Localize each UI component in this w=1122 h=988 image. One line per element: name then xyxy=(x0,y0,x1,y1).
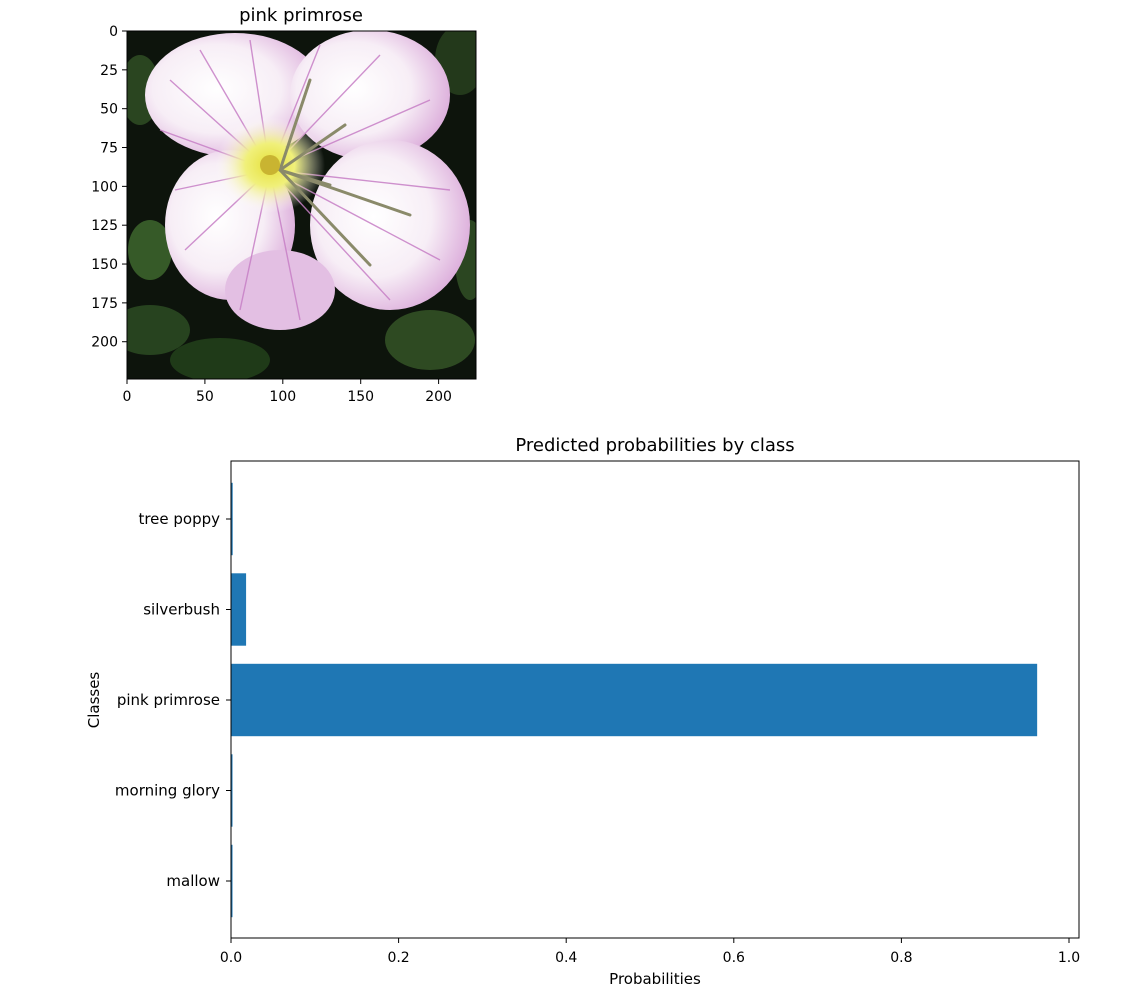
y-tick-label: morning glory xyxy=(115,782,220,800)
bar-morning-glory xyxy=(231,754,233,827)
image-y-tick-label: 25 xyxy=(100,63,118,79)
y-axis-label: Classes xyxy=(85,672,103,729)
x-ticks: 0.0 0.2 0.4 0.6 0.8 1.0 xyxy=(220,938,1080,966)
y-tick-label: pink primrose xyxy=(117,691,220,709)
image-y-tick-label: 175 xyxy=(91,296,118,312)
image-y-tick-label: 125 xyxy=(91,218,118,234)
image-y-tick-label: 100 xyxy=(91,179,118,195)
x-tick-label: 0.8 xyxy=(890,950,912,966)
bar-mallow xyxy=(231,844,233,918)
x-tick-label: 0.4 xyxy=(555,950,577,966)
y-tick-label: mallow xyxy=(166,872,220,890)
bars xyxy=(231,482,1038,918)
image-x-tick-label: 0 xyxy=(123,389,132,405)
image-x-tick-label: 50 xyxy=(196,389,214,405)
image-y-tick-label: 200 xyxy=(91,335,118,351)
bar-chart: Predicted probabilities by class 0.0 0.2 0… xyxy=(85,435,1080,988)
image-y-ticks: 0 25 50 75 100 125 150 175 200 xyxy=(91,24,127,351)
image-title: pink primrose xyxy=(239,5,363,26)
y-ticks: mallow morning glory pink primrose silverbu… xyxy=(115,510,231,890)
x-tick-label: 0.0 xyxy=(220,950,242,966)
y-tick-label: silverbush xyxy=(143,601,220,619)
image-x-tick-label: 150 xyxy=(347,389,374,405)
image-x-tick-label: 100 xyxy=(269,389,296,405)
x-axis-label: Probabilities xyxy=(609,970,701,988)
bar-silverbush xyxy=(231,573,247,646)
y-tick-label: tree poppy xyxy=(138,510,220,528)
x-tick-label: 0.2 xyxy=(387,950,409,966)
x-tick-label: 1.0 xyxy=(1058,950,1080,966)
image-x-ticks: 0 50 100 150 200 xyxy=(123,379,452,405)
chart-title: Predicted probabilities by class xyxy=(515,435,794,456)
image-y-tick-label: 75 xyxy=(100,141,118,157)
image-x-tick-label: 200 xyxy=(425,389,452,405)
flower-image xyxy=(127,31,476,379)
bar-pink-primrose xyxy=(231,663,1038,737)
bar-tree-poppy xyxy=(231,482,233,556)
image-y-tick-label: 150 xyxy=(91,257,118,273)
image-y-tick-label: 50 xyxy=(100,102,118,118)
image-panel: pink primrose xyxy=(91,5,477,405)
image-frame xyxy=(126,30,477,380)
x-tick-label: 0.6 xyxy=(723,950,745,966)
image-y-tick-label: 0 xyxy=(109,24,118,40)
